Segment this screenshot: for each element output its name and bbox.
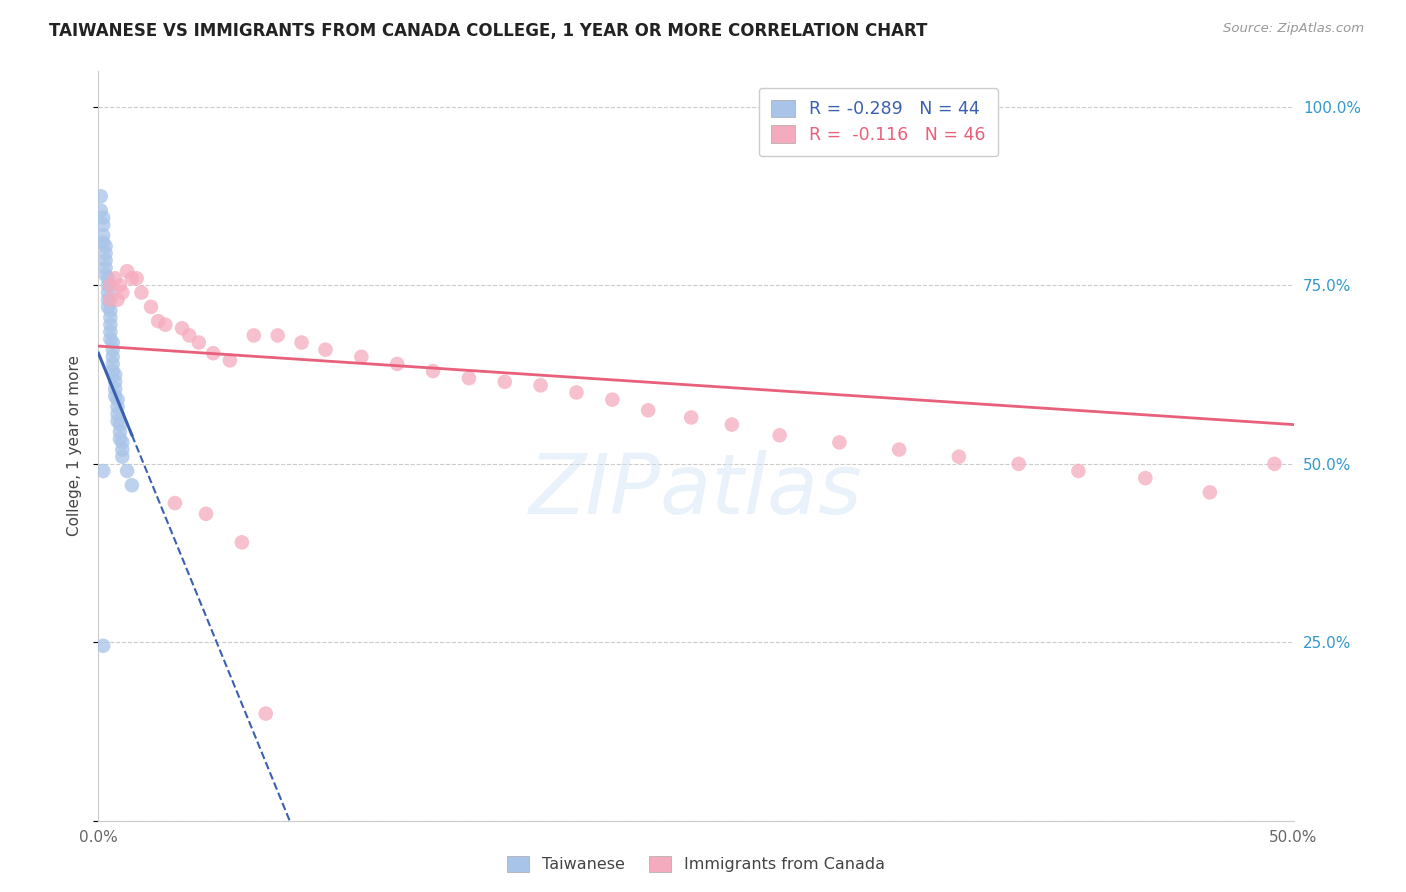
Point <box>115 264 138 278</box>
Point <box>108 278 131 293</box>
Point <box>111 442 134 457</box>
Point <box>108 432 131 446</box>
Point <box>948 450 970 464</box>
Point <box>97 278 120 293</box>
Point <box>98 293 122 307</box>
Point <box>101 350 124 364</box>
Point <box>602 392 624 407</box>
Point <box>94 239 117 253</box>
Point <box>172 321 194 335</box>
Point <box>1135 471 1157 485</box>
Point <box>91 218 114 232</box>
Point <box>385 357 409 371</box>
Point <box>458 371 481 385</box>
Point <box>108 417 131 432</box>
Point <box>90 203 112 218</box>
Point <box>291 335 314 350</box>
Text: ZIPatlas: ZIPatlas <box>529 450 863 532</box>
Point <box>494 375 516 389</box>
Point <box>111 285 134 300</box>
Point <box>101 335 124 350</box>
Point <box>219 353 242 368</box>
Point <box>104 368 127 382</box>
Point <box>530 378 553 392</box>
Point <box>131 285 153 300</box>
Point <box>121 478 143 492</box>
Point <box>139 300 162 314</box>
Point <box>1263 457 1285 471</box>
Point <box>98 310 122 325</box>
Point <box>721 417 744 432</box>
Y-axis label: College, 1 year or more: College, 1 year or more <box>67 356 83 536</box>
Point <box>315 343 337 357</box>
Point <box>243 328 266 343</box>
Point <box>90 189 112 203</box>
Text: Source: ZipAtlas.com: Source: ZipAtlas.com <box>1223 22 1364 36</box>
Point <box>97 293 120 307</box>
Point <box>91 464 114 478</box>
Point <box>254 706 277 721</box>
Point <box>91 228 114 243</box>
Point <box>115 464 138 478</box>
Point <box>94 260 117 275</box>
Point <box>104 382 127 396</box>
Legend: Taiwanese, Immigrants from Canada: Taiwanese, Immigrants from Canada <box>499 847 893 880</box>
Point <box>98 332 122 346</box>
Point <box>94 253 117 268</box>
Point <box>422 364 444 378</box>
Point <box>91 235 114 250</box>
Point <box>101 357 124 371</box>
Point <box>97 300 120 314</box>
Point <box>121 271 143 285</box>
Point <box>202 346 225 360</box>
Point <box>107 414 129 428</box>
Point <box>101 364 124 378</box>
Point <box>231 535 253 549</box>
Point <box>111 435 134 450</box>
Point <box>104 271 127 285</box>
Point <box>828 435 851 450</box>
Point <box>1199 485 1222 500</box>
Point <box>637 403 659 417</box>
Point <box>155 318 177 332</box>
Point <box>125 271 148 285</box>
Point <box>1008 457 1031 471</box>
Point <box>101 343 124 357</box>
Point <box>768 428 790 442</box>
Point <box>104 389 127 403</box>
Point <box>98 303 122 318</box>
Point <box>91 639 114 653</box>
Point <box>179 328 201 343</box>
Point <box>111 450 134 464</box>
Point <box>1067 464 1090 478</box>
Point <box>104 375 127 389</box>
Point <box>107 407 129 421</box>
Point <box>267 328 290 343</box>
Point <box>94 268 117 282</box>
Point <box>97 271 120 285</box>
Point <box>108 425 131 439</box>
Point <box>91 211 114 225</box>
Point <box>107 400 129 414</box>
Point <box>98 278 122 293</box>
Point <box>97 285 120 300</box>
Point <box>163 496 186 510</box>
Point <box>94 246 117 260</box>
Point <box>195 507 218 521</box>
Point <box>681 410 703 425</box>
Point <box>107 392 129 407</box>
Point <box>98 325 122 339</box>
Text: TAIWANESE VS IMMIGRANTS FROM CANADA COLLEGE, 1 YEAR OR MORE CORRELATION CHART: TAIWANESE VS IMMIGRANTS FROM CANADA COLL… <box>49 22 928 40</box>
Point <box>98 318 122 332</box>
Point <box>148 314 170 328</box>
Point <box>187 335 209 350</box>
Point <box>107 293 129 307</box>
Point <box>565 385 588 400</box>
Point <box>889 442 911 457</box>
Point <box>350 350 373 364</box>
